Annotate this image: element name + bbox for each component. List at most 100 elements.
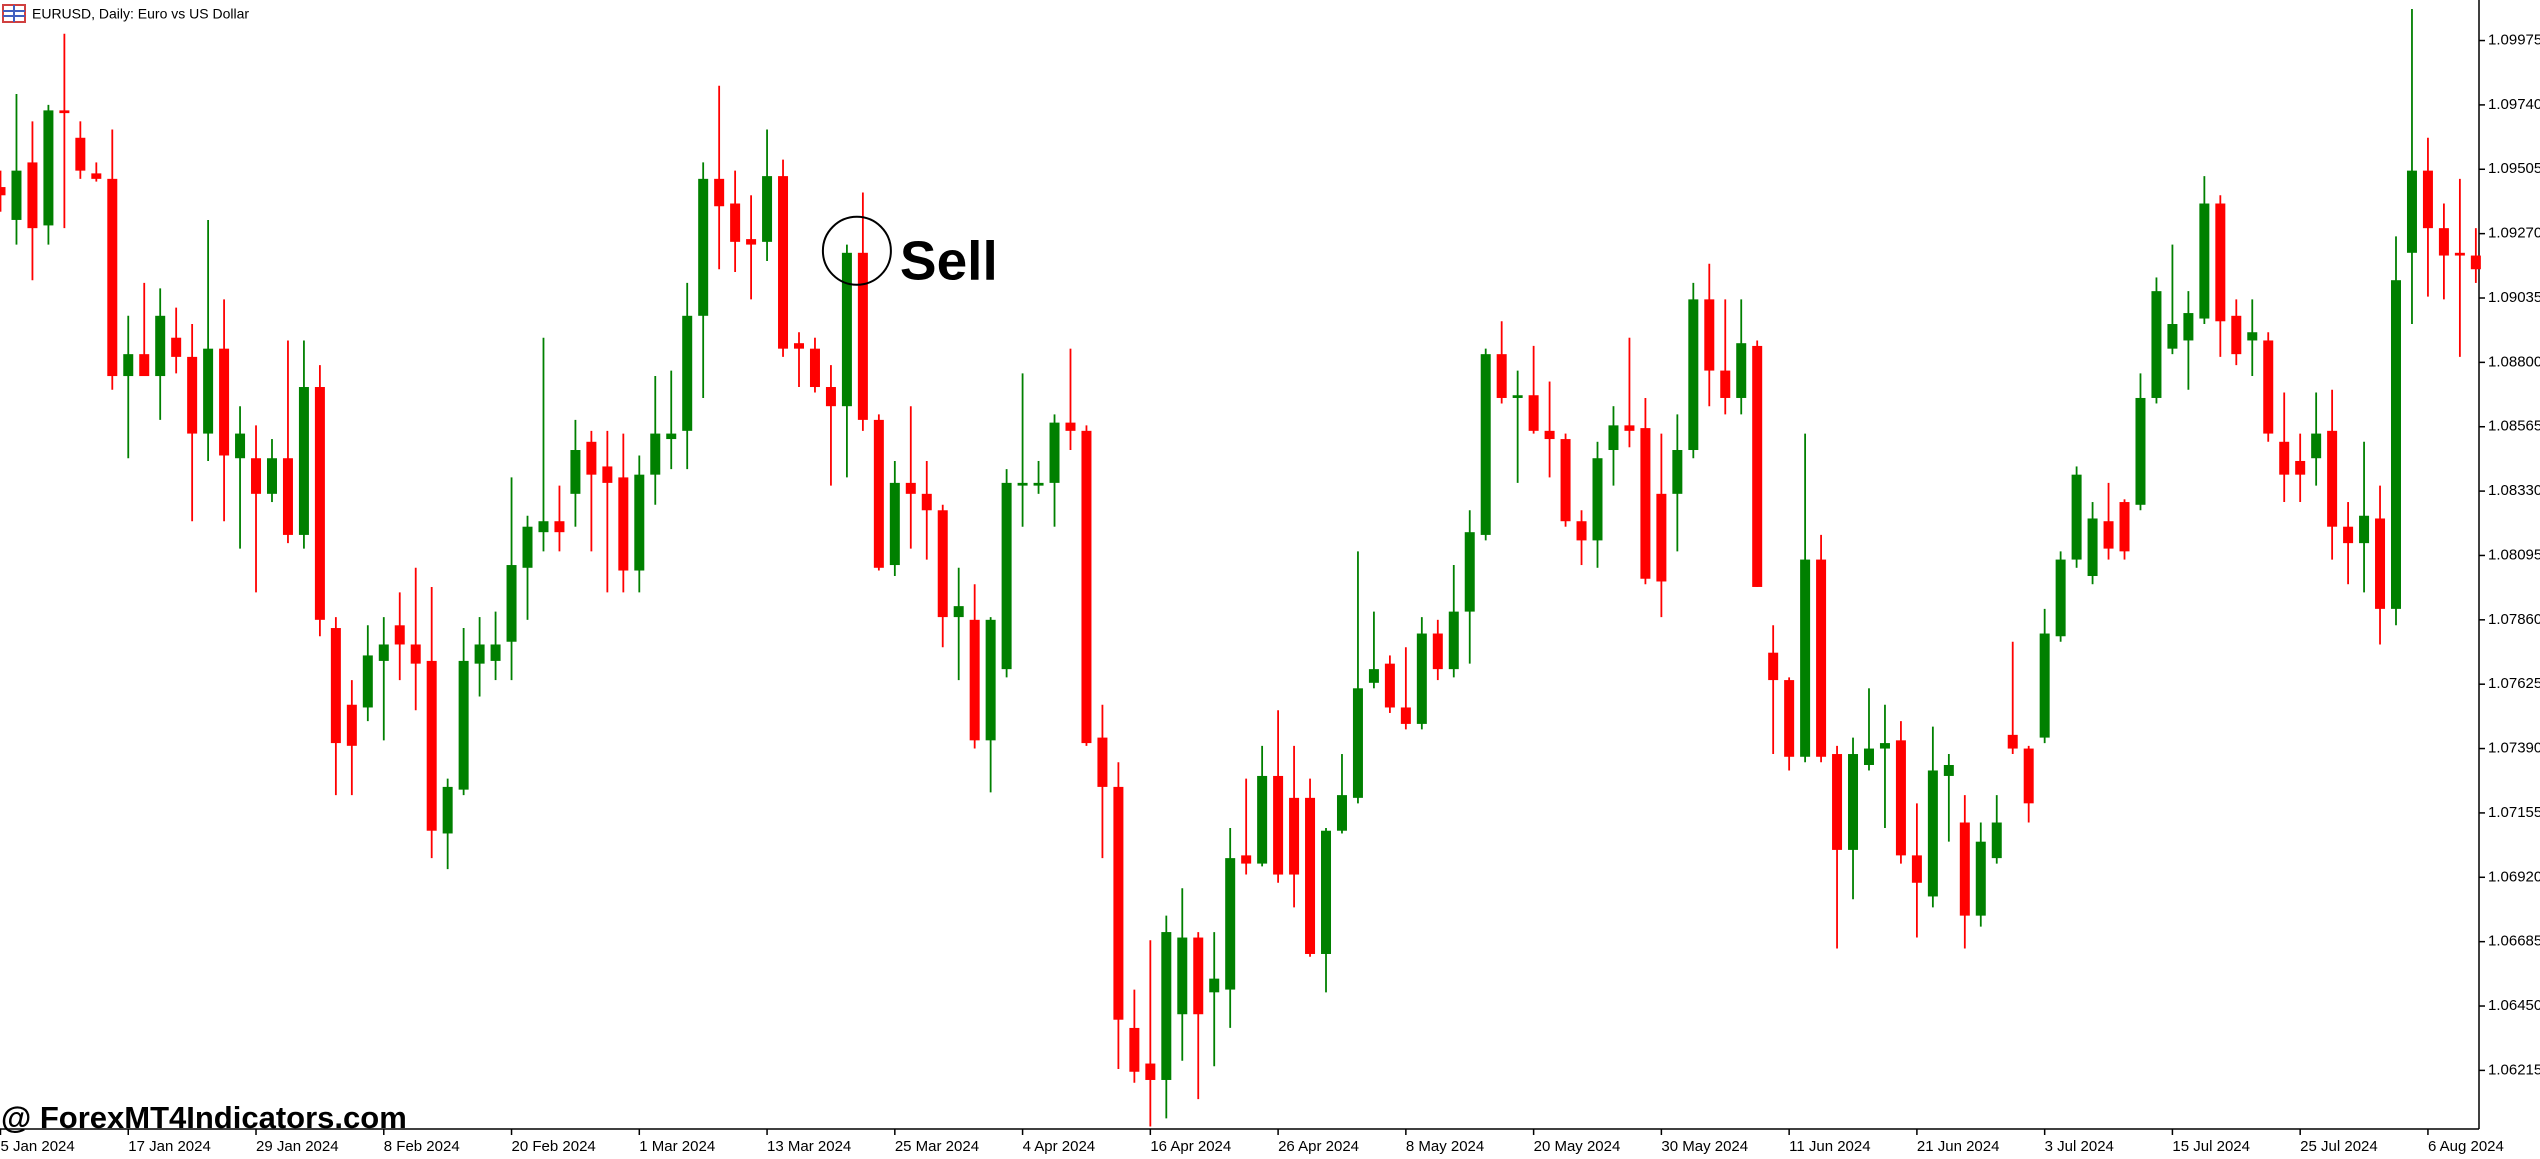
y-tick-label: 1.07390 [2488,740,2540,757]
x-tick-label: 21 Jun 2024 [1917,1138,2000,1155]
candle-body [778,176,789,349]
candle-body [2151,291,2162,398]
candle-body [1368,669,1379,683]
candle-body [1305,797,1316,954]
candle-body [2375,518,2386,609]
candle-body [282,458,293,535]
candle-body [2422,170,2433,229]
candle-body [1352,688,1363,798]
candle-body [921,493,932,511]
candle-body [346,704,357,746]
candle-body [2119,502,2130,552]
candle-body [155,315,166,377]
candle-body [330,628,341,744]
candle-body [746,239,757,245]
candle-body [1576,521,1587,541]
candle-body [602,466,613,483]
candle-body [841,252,852,407]
candle-body [809,348,820,388]
candle-body [2023,748,2034,804]
candle-body [1161,932,1172,1080]
candle-body [1720,370,1731,398]
x-tick-label: 3 Jul 2024 [2045,1138,2114,1155]
candle-body [2343,526,2354,544]
candle-body [474,644,485,664]
candle-body [586,441,597,475]
candle-body [2327,430,2338,527]
candle-body [666,433,677,440]
candle-body [1927,770,1938,897]
candle-body [1784,680,1795,757]
candle-body [1672,450,1683,494]
candle-body [634,474,645,571]
candle-body [1816,559,1827,757]
candle-body [1081,430,1092,744]
candle-body [1848,754,1859,850]
candle-body [1225,858,1236,990]
x-tick-label: 8 May 2024 [1406,1138,1484,1155]
candle-body [1241,855,1252,864]
chart-title: EURUSD, Daily: Euro vs US Dollar [32,6,249,22]
candle-body [570,450,581,494]
candle-body [1608,425,1619,451]
candle-body [2007,734,2018,749]
candle-body [1800,559,1811,757]
candle-body [394,625,405,645]
candle-body [1832,754,1843,850]
y-tick-label: 1.06920 [2488,868,2540,885]
candle-body [1177,937,1188,1015]
candle-body [1895,740,1906,856]
y-tick-label: 1.06685 [2488,933,2540,950]
candle-body [1033,482,1044,486]
candle-body [251,458,262,494]
candle-body [1640,428,1651,579]
y-tick-label: 1.08330 [2488,482,2540,499]
x-tick-label: 1 Mar 2024 [639,1138,715,1155]
candle-body [1432,633,1443,670]
candle-body [2199,203,2210,319]
candle-body [298,387,309,535]
candle-body [1273,775,1284,875]
candle-body [2071,474,2082,560]
candle-body [953,606,964,618]
candle-body [1257,775,1268,864]
candle-body [1193,937,1204,1015]
candle-body [1384,663,1395,708]
candle-body [1656,493,1667,582]
candle-body [2135,397,2146,505]
candle-body [1688,299,1699,451]
candle-body [873,419,884,568]
candle-body [1129,1027,1140,1072]
candle-body [1512,395,1523,398]
candle-body [1975,841,1986,916]
candle-body [682,315,693,431]
candle-body [1001,482,1012,670]
candle-body [762,176,773,242]
candle-body [554,521,565,533]
candle-body [1336,795,1347,831]
candle-body [59,110,70,114]
candle-body [1209,978,1220,993]
x-tick-label: 4 Apr 2024 [1023,1138,1096,1155]
candle-body [1145,1063,1156,1080]
candle-body [2231,315,2242,355]
candle-body [1321,830,1332,954]
x-tick-label: 20 May 2024 [1534,1138,1621,1155]
candle-body [506,565,517,642]
x-tick-label: 30 May 2024 [1661,1138,1748,1155]
candle-body [2183,313,2194,341]
candle-body [0,187,6,196]
y-tick-label: 1.08565 [2488,418,2540,435]
candle-body [969,619,980,741]
candle-body [75,137,86,171]
candle-body [235,433,246,459]
candle-body [11,170,22,220]
candle-body [203,348,214,434]
candle-body [91,173,102,179]
candle-body [937,510,948,618]
y-tick-label: 1.09035 [2488,289,2540,306]
candle-body [2438,228,2449,256]
candle-body [1017,482,1028,486]
candle-body [1448,611,1459,670]
candle-body [410,644,421,664]
